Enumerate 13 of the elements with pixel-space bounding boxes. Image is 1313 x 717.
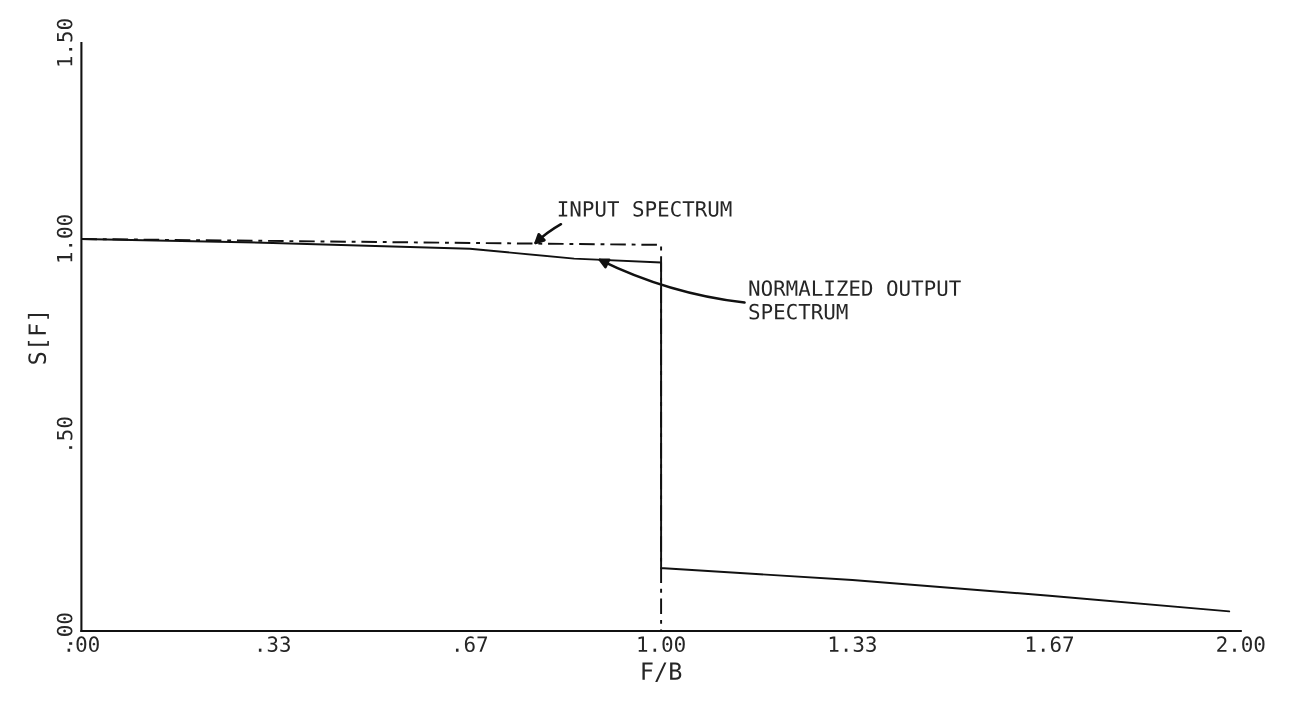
y-tick-label: .50 (56, 417, 73, 449)
x-tick-label: 1.00 (638, 636, 685, 653)
x-tick-label: .67 (455, 636, 488, 653)
y-axis-title: S[F] (27, 313, 49, 364)
x-tick-label: 1.67 (1026, 636, 1074, 653)
y-tick-label: 1.50 (56, 19, 73, 66)
x-tick-label: .33 (258, 636, 290, 653)
x-tick-label: 1.33 (829, 636, 876, 653)
annotation: NORMALIZED OUTPUT SPECTRUM (749, 280, 961, 320)
y-tick-label: 1.00 (56, 215, 73, 262)
x-axis-title: F/B (642, 662, 682, 682)
x-tick-label: 2.00 (1217, 636, 1265, 653)
annotation: INPUT SPECTRUM (558, 200, 732, 217)
